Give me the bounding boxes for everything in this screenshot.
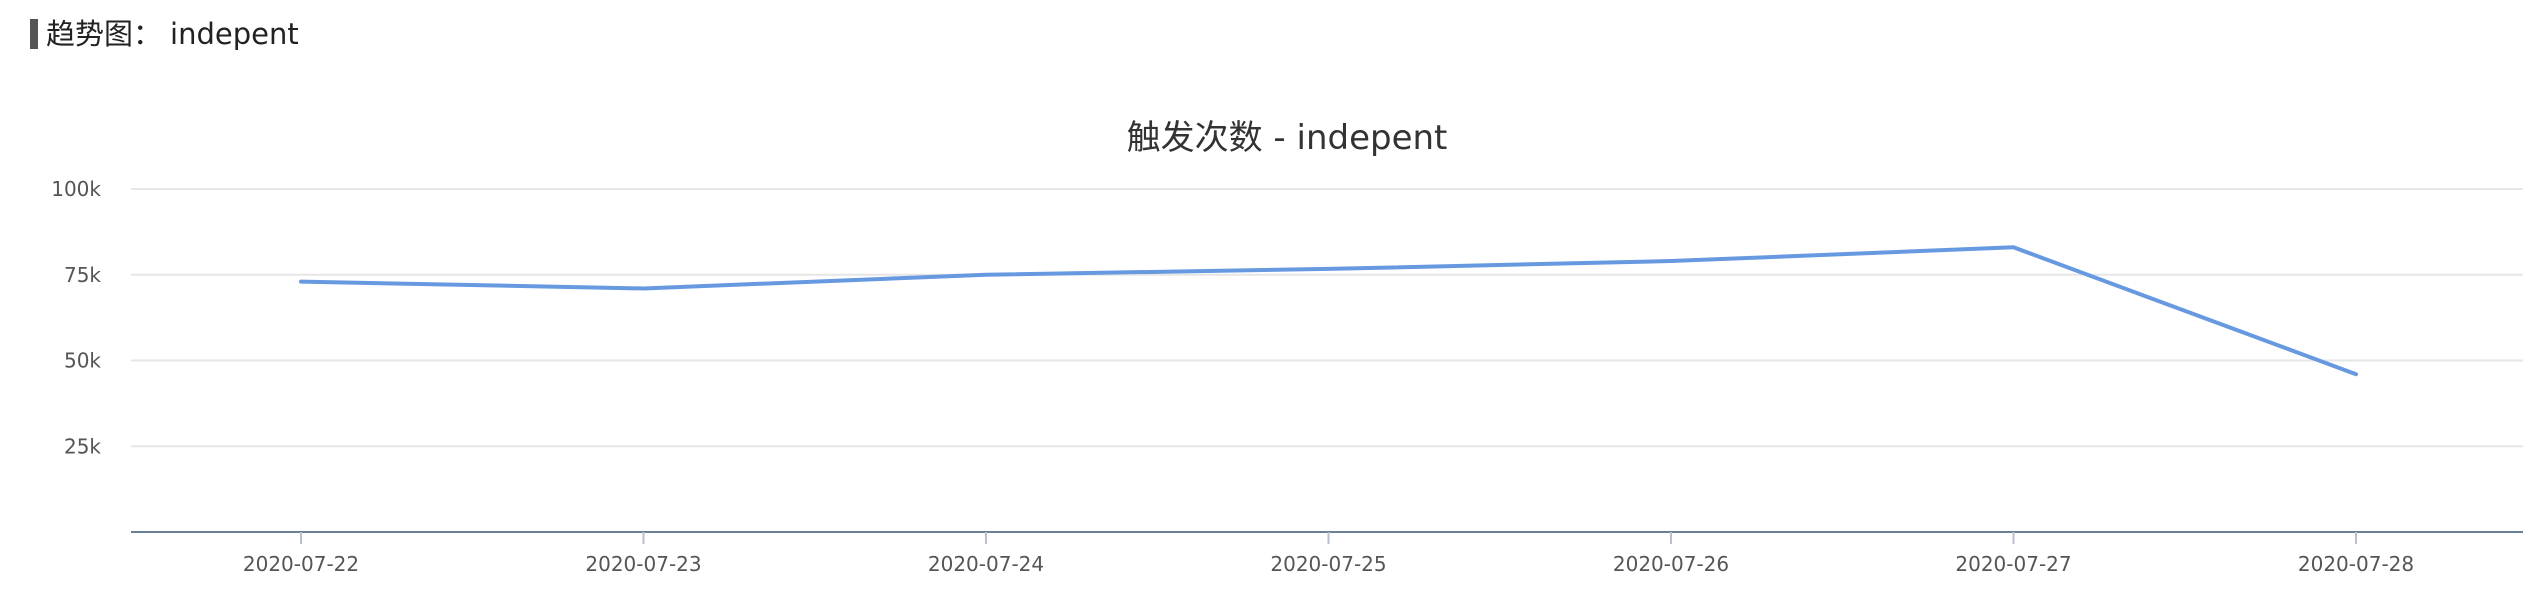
chart-title: 触发次数 - indepent [1127,118,1448,158]
y-tick-label: 75k [64,263,101,287]
section-title-prefix: 趋势图： [46,17,163,51]
x-ticks [300,532,2357,544]
y-tick-label: 50k [64,349,101,373]
x-tick-label: 2020-07-24 [928,552,1044,576]
x-tick-label: 2020-07-27 [1955,552,2071,576]
section-title-name: indepent [170,17,299,51]
x-tick-label: 2020-07-26 [1613,552,1729,576]
series-group [299,245,2358,377]
x-tick-label: 2020-07-25 [1270,552,1386,576]
section-title: 趋势图： indepent [30,14,299,54]
y-grid [131,188,2523,448]
y-tick-labels: 25k 50k 75k 100k [51,177,101,458]
x-tick-label: 2020-07-28 [2298,552,2414,576]
x-tick-label: 2020-07-23 [585,552,701,576]
y-tick-label: 100k [51,177,101,201]
x-tick-labels: 2020-07-22 2020-07-23 2020-07-24 2020-07-25… [243,552,2414,576]
x-tick-label: 2020-07-22 [243,552,359,576]
series-line [299,245,2358,377]
section-marker [30,19,38,49]
y-tick-label: 25k [64,434,101,458]
